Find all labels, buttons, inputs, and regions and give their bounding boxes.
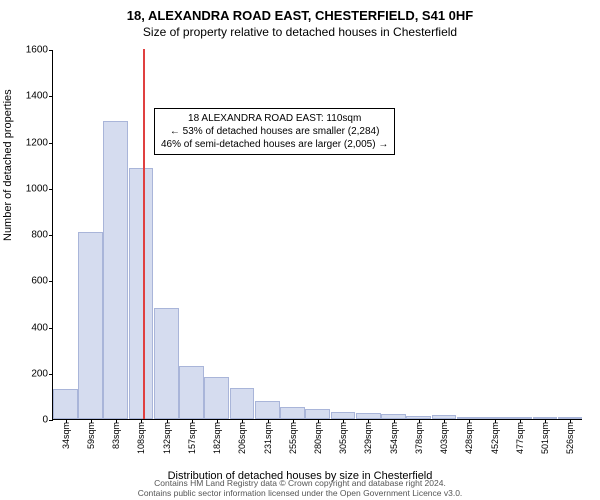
x-tick-label: 157sqm — [187, 422, 197, 462]
info-line-3: 46% of semi-detached houses are larger (… — [161, 138, 388, 151]
histogram-bar — [78, 232, 103, 419]
y-tick-mark — [49, 189, 53, 190]
histogram-bar — [331, 412, 356, 419]
x-tick-label: 231sqm — [263, 422, 273, 462]
x-tick-mark — [116, 419, 117, 423]
y-tick-label: 1200 — [8, 137, 48, 148]
x-tick-label: 59sqm — [86, 422, 96, 462]
x-tick-label: 206sqm — [237, 422, 247, 462]
histogram-bar — [230, 388, 255, 419]
x-tick-mark — [167, 419, 168, 423]
x-tick-label: 329sqm — [363, 422, 373, 462]
plot-region: 34sqm59sqm83sqm108sqm132sqm157sqm182sqm2… — [52, 50, 582, 420]
x-tick-label: 452sqm — [490, 422, 500, 462]
x-tick-mark — [469, 419, 470, 423]
x-tick-mark — [217, 419, 218, 423]
x-tick-mark — [141, 419, 142, 423]
histogram-bar — [255, 401, 280, 420]
y-tick-label: 1400 — [8, 91, 48, 102]
x-tick-mark — [66, 419, 67, 423]
x-tick-label: 526sqm — [565, 422, 575, 462]
chart-title: 18, ALEXANDRA ROAD EAST, CHESTERFIELD, S… — [0, 0, 600, 23]
attribution: Contains HM Land Registry data © Crown c… — [0, 478, 600, 498]
histogram-bar — [53, 389, 78, 419]
info-line-1: 18 ALEXANDRA ROAD EAST: 110sqm — [161, 112, 388, 125]
x-tick-mark — [318, 419, 319, 423]
x-tick-label: 477sqm — [515, 422, 525, 462]
x-tick-mark — [91, 419, 92, 423]
x-tick-label: 255sqm — [288, 422, 298, 462]
x-tick-mark — [545, 419, 546, 423]
x-tick-mark — [520, 419, 521, 423]
x-tick-label: 182sqm — [212, 422, 222, 462]
y-tick-label: 600 — [8, 276, 48, 287]
histogram-bar — [179, 366, 204, 419]
y-axis-label: Number of detached properties — [2, 89, 14, 241]
x-tick-mark — [268, 419, 269, 423]
y-tick-label: 1000 — [8, 183, 48, 194]
histogram-bar — [103, 121, 128, 419]
histogram-bar — [129, 168, 154, 419]
attribution-line-1: Contains HM Land Registry data © Crown c… — [0, 478, 600, 488]
histogram-bar — [204, 377, 229, 419]
x-tick-mark — [495, 419, 496, 423]
y-tick-mark — [49, 50, 53, 51]
x-tick-mark — [394, 419, 395, 423]
x-tick-mark — [242, 419, 243, 423]
y-tick-label: 800 — [8, 230, 48, 241]
x-tick-label: 428sqm — [464, 422, 474, 462]
y-tick-label: 400 — [8, 322, 48, 333]
x-tick-mark — [343, 419, 344, 423]
chart-subtitle: Size of property relative to detached ho… — [0, 23, 600, 39]
x-tick-mark — [444, 419, 445, 423]
x-tick-label: 108sqm — [136, 422, 146, 462]
info-box: 18 ALEXANDRA ROAD EAST: 110sqm ← 53% of … — [154, 108, 395, 155]
x-tick-label: 354sqm — [389, 422, 399, 462]
y-tick-mark — [49, 96, 53, 97]
x-tick-mark — [368, 419, 369, 423]
chart-area: 34sqm59sqm83sqm108sqm132sqm157sqm182sqm2… — [52, 50, 582, 420]
y-tick-mark — [49, 281, 53, 282]
chart-container: 18, ALEXANDRA ROAD EAST, CHESTERFIELD, S… — [0, 0, 600, 500]
histogram-bar — [280, 407, 305, 419]
y-tick-mark — [49, 374, 53, 375]
attribution-line-2: Contains public sector information licen… — [0, 488, 600, 498]
x-tick-label: 280sqm — [313, 422, 323, 462]
y-tick-label: 0 — [8, 415, 48, 426]
histogram-bar — [154, 308, 179, 419]
info-line-2: ← 53% of detached houses are smaller (2,… — [161, 125, 388, 138]
x-tick-label: 403sqm — [439, 422, 449, 462]
x-tick-label: 34sqm — [61, 422, 71, 462]
y-tick-mark — [49, 235, 53, 236]
x-tick-mark — [419, 419, 420, 423]
x-tick-mark — [293, 419, 294, 423]
x-tick-mark — [192, 419, 193, 423]
property-marker-line — [143, 49, 145, 419]
x-tick-label: 501sqm — [540, 422, 550, 462]
x-tick-label: 378sqm — [414, 422, 424, 462]
y-tick-label: 200 — [8, 368, 48, 379]
y-tick-mark — [49, 328, 53, 329]
x-tick-mark — [570, 419, 571, 423]
y-tick-mark — [49, 143, 53, 144]
y-tick-mark — [49, 420, 53, 421]
histogram-bar — [305, 409, 330, 419]
x-tick-label: 83sqm — [111, 422, 121, 462]
x-tick-label: 305sqm — [338, 422, 348, 462]
x-tick-label: 132sqm — [162, 422, 172, 462]
y-tick-label: 1600 — [8, 45, 48, 56]
